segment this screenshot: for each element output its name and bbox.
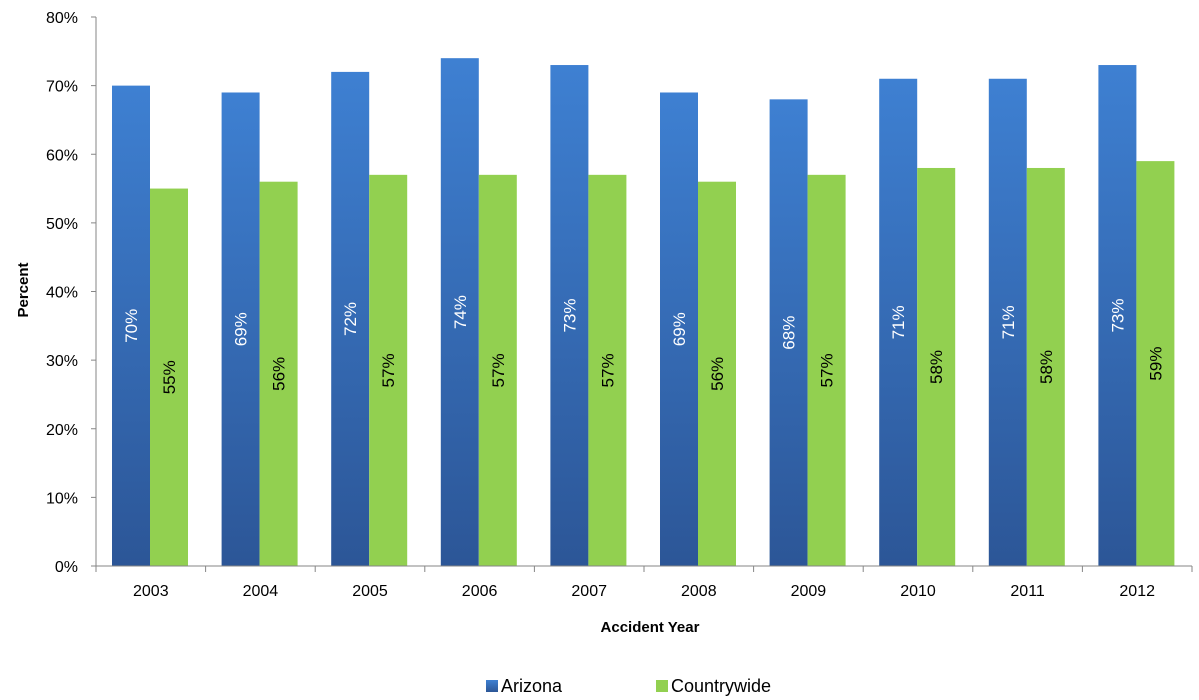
x-tick-label-2012: 2012 bbox=[1119, 583, 1155, 600]
data-label-arizona-2008: 69% bbox=[670, 312, 689, 346]
data-label-arizona-2006: 74% bbox=[451, 295, 470, 329]
data-label-arizona-2005: 72% bbox=[341, 302, 360, 336]
x-tick-label-2008: 2008 bbox=[681, 583, 717, 600]
y-tick-label: 50% bbox=[46, 216, 78, 233]
data-label-countrywide-2010: 58% bbox=[927, 350, 946, 384]
bar-arizona-2003 bbox=[112, 85, 150, 566]
data-label-countrywide-2007: 57% bbox=[598, 353, 617, 387]
data-label-countrywide-2003: 55% bbox=[160, 360, 179, 394]
y-tick-label: 10% bbox=[46, 490, 78, 507]
x-tick-label-2011: 2011 bbox=[1010, 583, 1045, 600]
bar-countrywide-2011 bbox=[1026, 167, 1065, 566]
y-tick-label: 30% bbox=[46, 353, 78, 370]
data-label-countrywide-2009: 57% bbox=[818, 353, 837, 387]
legend-label-countrywide: Countrywide bbox=[671, 676, 771, 696]
bar-arizona-2007 bbox=[550, 65, 589, 566]
bar-arizona-2006 bbox=[440, 58, 479, 567]
data-label-countrywide-2005: 57% bbox=[379, 353, 398, 387]
x-tick-label-2005: 2005 bbox=[352, 583, 388, 600]
y-tick-label: 20% bbox=[46, 422, 78, 439]
y-tick-label: 40% bbox=[46, 285, 78, 302]
bar-countrywide-2009 bbox=[807, 174, 846, 566]
data-label-countrywide-2008: 56% bbox=[708, 357, 727, 391]
y-tick-label: 80% bbox=[46, 10, 78, 27]
bar-arizona-2010 bbox=[879, 78, 918, 566]
data-label-arizona-2010: 71% bbox=[889, 305, 908, 339]
y-axis-ticks: 0% 10% 20% 30% 40% 50% 60% 70% 80% bbox=[46, 10, 96, 576]
x-tick-label-2010: 2010 bbox=[900, 583, 936, 600]
data-label-arizona-2009: 68% bbox=[780, 316, 799, 350]
x-tick-label-2009: 2009 bbox=[791, 583, 827, 600]
legend-label-arizona: Arizona bbox=[501, 676, 563, 696]
legend: Arizona Countrywide bbox=[486, 676, 771, 696]
x-axis-ticks: 2003 2004 2005 2006 2007 2008 2009 2010 2011 2012 bbox=[95, 566, 1193, 600]
bar-countrywide-2010 bbox=[917, 167, 956, 566]
y-axis-title: Percent bbox=[15, 262, 32, 317]
data-label-arizona-2003: 70% bbox=[122, 309, 141, 343]
data-label-countrywide-2006: 57% bbox=[489, 353, 508, 387]
data-label-arizona-2011: 71% bbox=[999, 305, 1018, 339]
x-tick-label-2004: 2004 bbox=[243, 583, 279, 600]
bar-countrywide-2005 bbox=[369, 174, 408, 566]
bar-countrywide-2012 bbox=[1136, 161, 1175, 567]
legend-swatch-arizona bbox=[486, 680, 498, 692]
data-label-arizona-2012: 73% bbox=[1108, 299, 1127, 333]
bar-arizona-2012 bbox=[1098, 65, 1137, 566]
bar-arizona-2011 bbox=[988, 78, 1027, 566]
bar-arizona-2008 bbox=[660, 92, 698, 567]
data-label-arizona-2007: 73% bbox=[560, 299, 579, 333]
bar-arizona-2009 bbox=[769, 99, 808, 566]
bar-arizona-2004 bbox=[221, 92, 260, 567]
x-axis-title: Accident Year bbox=[601, 619, 700, 636]
bar-countrywide-2003 bbox=[150, 188, 188, 566]
bar-countrywide-2008 bbox=[698, 181, 736, 566]
data-label-countrywide-2012: 59% bbox=[1146, 347, 1165, 381]
legend-swatch-countrywide bbox=[656, 680, 668, 692]
y-tick-label: 70% bbox=[46, 79, 78, 96]
x-tick-label-2007: 2007 bbox=[571, 583, 607, 600]
bar-countrywide-2007 bbox=[588, 174, 627, 566]
bar-arizona-2005 bbox=[331, 71, 370, 567]
x-tick-label-2003: 2003 bbox=[133, 583, 169, 600]
data-label-arizona-2004: 69% bbox=[232, 312, 251, 346]
bar-countrywide-2004 bbox=[259, 181, 298, 566]
y-tick-label: 60% bbox=[46, 147, 78, 164]
bar-countrywide-2006 bbox=[478, 174, 517, 566]
data-label-countrywide-2011: 58% bbox=[1037, 350, 1056, 384]
bars-group: 70% 55% 69% 56% 72% 57% 74% 57% 73% 57% 69% 56% 68% 5… bbox=[112, 58, 1175, 567]
y-tick-label: 0% bbox=[55, 559, 78, 576]
x-tick-label-2006: 2006 bbox=[462, 583, 498, 600]
data-label-countrywide-2004: 56% bbox=[270, 357, 289, 391]
